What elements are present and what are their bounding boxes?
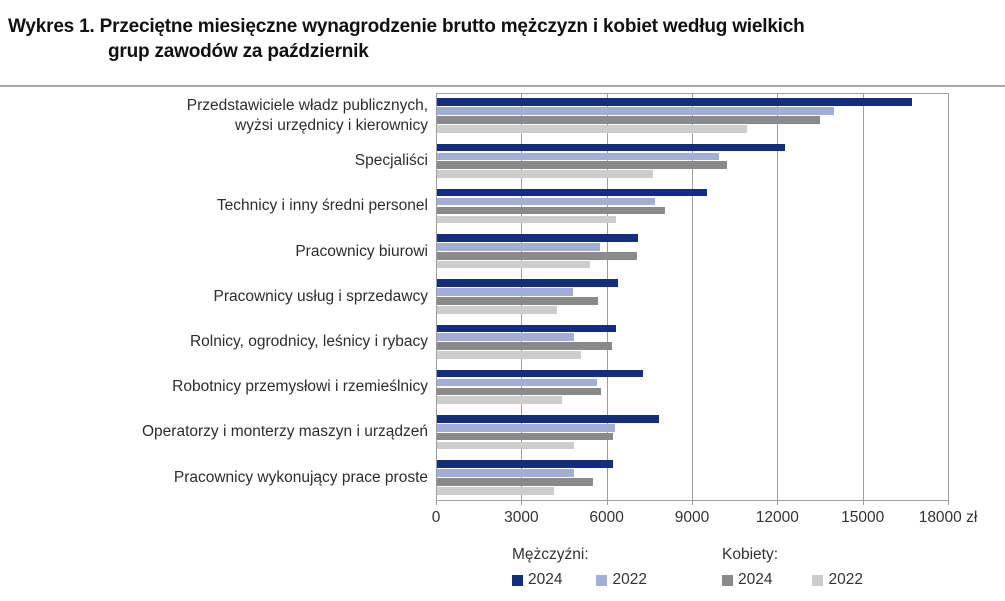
bar [437,197,655,206]
bar [437,478,593,486]
swatch-women-2024 [722,574,733,586]
category-label: Przedstawiciele władz publicznych, wyżsi… [186,97,428,134]
x-axis-tick [777,500,779,505]
bar [437,243,600,251]
gridline [777,93,779,500]
legend-men-title: Mężczyźni: [512,546,589,563]
gridline [862,93,864,500]
legend-item-men-2024-label: 2024 [528,571,563,588]
x-axis-tick [436,500,437,505]
bar [437,415,659,423]
legend-group-women: Kobiety: 2024 2022 [722,546,863,589]
bar [437,306,557,314]
bar [437,423,616,432]
legend-men-items: 2024 2022 [512,571,647,589]
bar [437,387,602,396]
bar [437,288,573,296]
bar [437,143,786,152]
legend-item-women-2022-label: 2022 [828,571,863,588]
x-axis-tick-label: 15000 [841,509,885,526]
legend-item-men-2024: 2024 [512,571,562,589]
category-label: Technicy i inny średni personel [216,197,428,215]
x-axis-tick-label: 3000 [504,509,539,526]
x-axis-tick [692,500,693,505]
bar [437,116,820,124]
plot-top-border [436,93,948,94]
category-label: Pracownicy biurowi [295,242,428,260]
legend-item-women-2022: 2022 [812,571,863,589]
category-label: Operatorzy i monterzy maszyn i urządzeń [142,423,428,441]
legend-women-items: 2024 2022 [722,571,863,589]
legend-item-men-2022-label: 2022 [612,571,647,588]
bar [437,107,834,115]
legend-item-men-2022: 2022 [596,571,647,589]
bar [437,351,581,359]
bar [437,333,574,342]
chart-title-line1: Wykres 1. Przeciętne miesięczne wynagrod… [8,16,805,37]
gridline [436,93,437,500]
swatch-men-2024 [512,574,523,586]
bar [437,378,597,387]
x-axis-tick-label: 6000 [589,509,624,526]
legend-item-women-2024: 2024 [722,571,772,589]
x-axis-tick-label: 12000 [755,509,799,526]
x-axis-line [436,500,948,501]
chart-title-line2: grup zawodów za październik [108,41,369,63]
category-label: Pracownicy usług i sprzedawcy [213,287,428,305]
bar [437,369,644,378]
bar [437,188,708,197]
bar [437,460,614,468]
swatch-men-2022 [596,574,608,586]
legend-item-women-2024-label: 2024 [738,571,773,588]
bar [437,486,554,495]
legend-group-men: Mężczyźni: 2024 2022 [512,546,647,589]
x-axis-tick-label: 18000 zł [918,509,978,526]
bar [437,297,598,305]
legend-women-title: Kobiety: [722,546,779,563]
x-axis-tick-label: 9000 [674,509,710,526]
bar [437,324,617,333]
bar [437,342,612,350]
bar [437,279,618,287]
gridline [606,93,608,500]
category-label: Robotnicy przemysłowi i rzemieślnicy [172,378,428,396]
bar [437,215,616,224]
category-label: Specjaliści [354,152,428,170]
x-axis-tick [862,500,864,505]
x-axis-tick [606,500,608,505]
bar [437,441,574,450]
bar [437,234,638,242]
bar [437,125,748,133]
bar [437,206,665,215]
bar [437,161,727,170]
gridline [948,93,949,500]
x-axis-tick-label: 0 [431,509,441,526]
bar [437,98,913,107]
bar [437,260,590,269]
bar [437,469,574,477]
swatch-women-2022 [812,574,824,586]
gridline [521,93,523,500]
bar [437,396,562,405]
bar [437,251,637,260]
title-divider [0,85,1005,87]
bar [437,152,719,161]
x-axis-tick [948,500,949,505]
category-label: Pracownicy wykonujący prace proste [173,468,428,486]
gridline [692,93,693,500]
bar [437,432,613,441]
category-label: Rolnicy, ogrodnicy, leśnicy i rybacy [189,333,428,351]
bar [437,170,654,178]
x-axis-tick [521,500,523,505]
chart-title: Wykres 1. Przeciętne miesięczne wynagrod… [8,14,805,64]
